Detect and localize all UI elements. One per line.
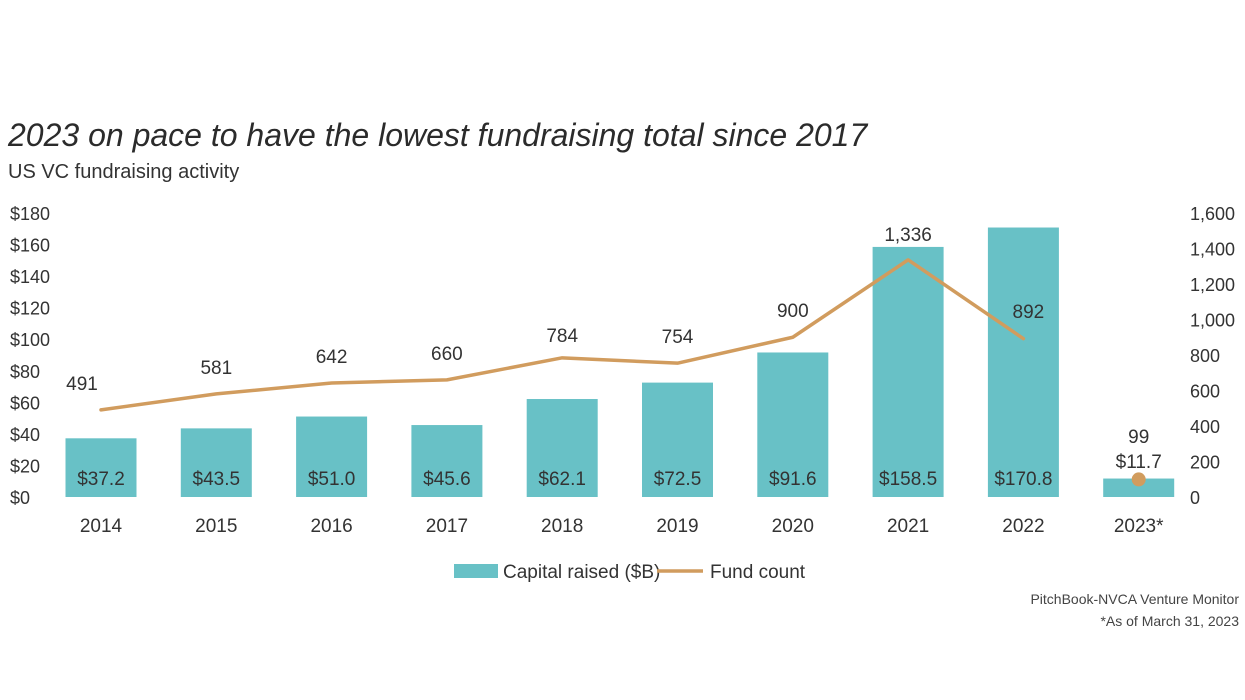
right-tick-label: 600 [1190, 382, 1220, 402]
left-tick-label: $60 [10, 393, 40, 413]
left-tick-label: $120 [10, 299, 50, 319]
bar [296, 416, 368, 497]
x-tick-label: 2021 [887, 516, 929, 537]
bar [411, 425, 483, 497]
right-tick-label: 1,400 [1190, 240, 1235, 260]
left-axis: $0 $20 $40 $60 $80 $100 $120 $140 $160 $180 [10, 204, 50, 508]
bar [987, 227, 1059, 497]
line-value-label: 642 [316, 347, 348, 368]
left-tick-label: $180 [10, 204, 50, 224]
right-tick-label: 1,200 [1190, 275, 1235, 295]
bar-value-label: $51.0 [308, 469, 356, 490]
x-tick-label: 2017 [426, 516, 468, 537]
line-value-label: 491 [66, 374, 98, 395]
bar-value-label: $72.5 [654, 469, 702, 490]
right-axis: 0 200 400 600 800 1,000 1,200 1,400 1,600 [1190, 204, 1235, 508]
chart-subtitle: US VC fundraising activity [8, 161, 240, 183]
source-note: PitchBook-NVCA Venture Monitor [1030, 591, 1239, 607]
legend-label: Capital raised ($B) [503, 562, 660, 583]
x-tick-label: 2023* [1114, 516, 1164, 537]
line-value-label: 892 [1013, 302, 1045, 323]
line-value-label: 754 [662, 327, 694, 348]
bar [1103, 478, 1175, 497]
legend-swatch-bar [454, 564, 498, 578]
x-axis: 2014 2015 2016 2017 2018 2019 2020 2021 2022 2023… [80, 516, 1164, 537]
bar [872, 246, 944, 497]
line-series: 491 581 642 660 784 754 900 1,336 892 99 [66, 225, 1149, 487]
right-tick-label: 200 [1190, 453, 1220, 473]
x-tick-label: 2018 [541, 516, 583, 537]
bar-value-label: $91.6 [769, 469, 817, 490]
bar-value-label: $62.1 [538, 469, 586, 490]
fund-count-point [1131, 472, 1146, 487]
left-tick-label: $80 [10, 362, 40, 382]
x-tick-label: 2015 [195, 516, 237, 537]
line-value-label: 1,336 [884, 225, 932, 246]
fund-count-line [99, 258, 1026, 412]
x-tick-label: 2022 [1002, 516, 1044, 537]
bar [180, 428, 252, 497]
bar-value-label: $43.5 [193, 469, 241, 490]
bar-series: $37.2 $43.5 $51.0 $45.6 $62.1 $72.5 $91.6 $158.… [65, 227, 1175, 497]
x-tick-label: 2016 [310, 516, 352, 537]
bar-value-label: $158.5 [879, 469, 937, 490]
bar [757, 352, 829, 497]
right-tick-label: 800 [1190, 346, 1220, 366]
right-tick-label: 1,000 [1190, 311, 1235, 331]
left-tick-label: $20 [10, 456, 40, 476]
x-tick-label: 2014 [80, 516, 123, 537]
footnote: *As of March 31, 2023 [1100, 613, 1239, 629]
bar-value-label: $45.6 [423, 469, 471, 490]
right-tick-label: 0 [1190, 488, 1200, 508]
left-tick-label: $0 [10, 488, 30, 508]
line-value-label: 784 [546, 326, 578, 347]
line-value-label: 900 [777, 301, 809, 322]
x-tick-label: 2020 [772, 516, 814, 537]
left-tick-label: $140 [10, 267, 50, 287]
line-value-label: 581 [200, 358, 232, 379]
bar-value-label: $170.8 [994, 469, 1052, 490]
left-tick-label: $40 [10, 425, 40, 445]
left-tick-label: $160 [10, 236, 50, 256]
line-value-label: 99 [1128, 427, 1149, 448]
bar-value-label: $37.2 [77, 469, 125, 490]
bar [65, 438, 137, 497]
bar-value-label: $11.7 [1116, 452, 1162, 473]
legend: Capital raised ($B) Fund count [454, 562, 806, 583]
right-tick-label: 1,600 [1190, 204, 1235, 224]
line-value-label: 660 [431, 344, 463, 365]
left-tick-label: $100 [10, 330, 50, 350]
x-tick-label: 2019 [656, 516, 698, 537]
right-tick-label: 400 [1190, 417, 1220, 437]
chart-title: 2023 on pace to have the lowest fundrais… [8, 117, 868, 153]
bar [526, 399, 598, 497]
bar [642, 382, 713, 497]
legend-label: Fund count [710, 562, 806, 583]
